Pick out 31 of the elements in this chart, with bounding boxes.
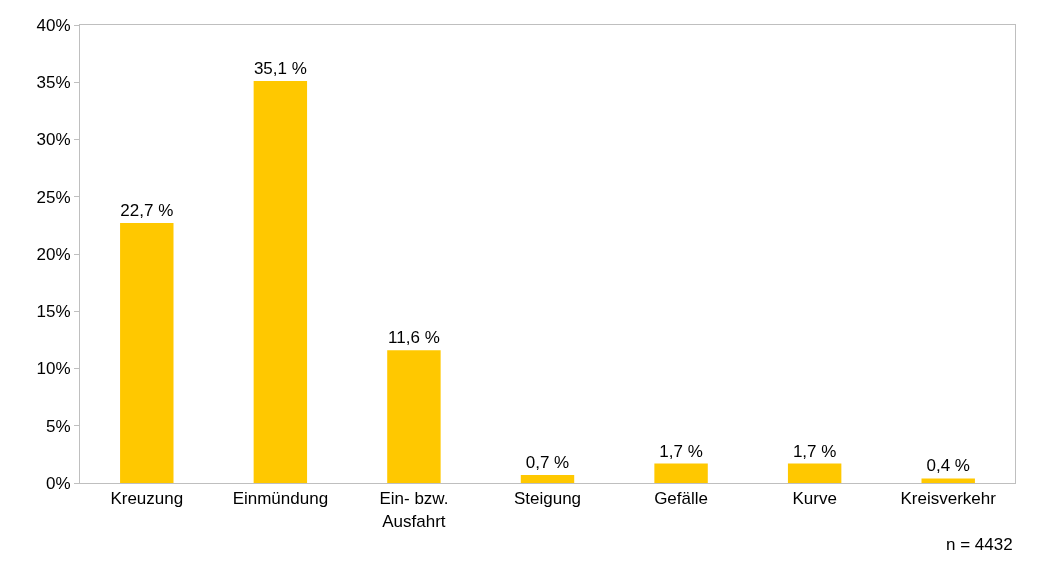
data-label: 1,7 % [792, 441, 837, 461]
bar [520, 474, 575, 483]
data-label: 11,6 % [388, 328, 440, 348]
y-tick-label: 20% [36, 244, 71, 264]
bar [787, 463, 842, 483]
bar [253, 81, 308, 483]
x-tick-label: Einmündung [232, 489, 329, 509]
y-tick-label: 15% [36, 302, 71, 322]
data-label: 22,7 % [120, 201, 174, 221]
bar [921, 478, 975, 483]
x-tick-label: Ein- bzw. Ausfahrt [379, 489, 449, 531]
data-label: 1,7 % [659, 441, 703, 461]
data-label: 0,7 % [525, 452, 570, 472]
x-tick-label: Kurve [792, 489, 837, 509]
x-tick-label: Gefälle [654, 489, 709, 509]
x-tick-label: Kreisverkehr [900, 489, 997, 509]
x-tick-label: Kreuzung [110, 489, 184, 509]
data-label: 0,4 % [926, 456, 970, 476]
y-tick-label: 25% [36, 187, 71, 207]
text: n = 4432 [946, 535, 1013, 554]
bar [387, 350, 441, 483]
y-tick-label: 30% [36, 130, 71, 150]
y-tick-label: 5% [46, 416, 71, 436]
bar [654, 463, 708, 483]
bar [120, 223, 174, 483]
y-tick-label: 35% [36, 73, 71, 93]
data-label: 35,1 % [253, 59, 307, 79]
y-tick-label: 10% [36, 359, 71, 379]
x-tick-label: Steigung [513, 489, 582, 509]
y-tick-label: 40% [36, 15, 71, 35]
y-tick-label: 0% [46, 473, 71, 493]
